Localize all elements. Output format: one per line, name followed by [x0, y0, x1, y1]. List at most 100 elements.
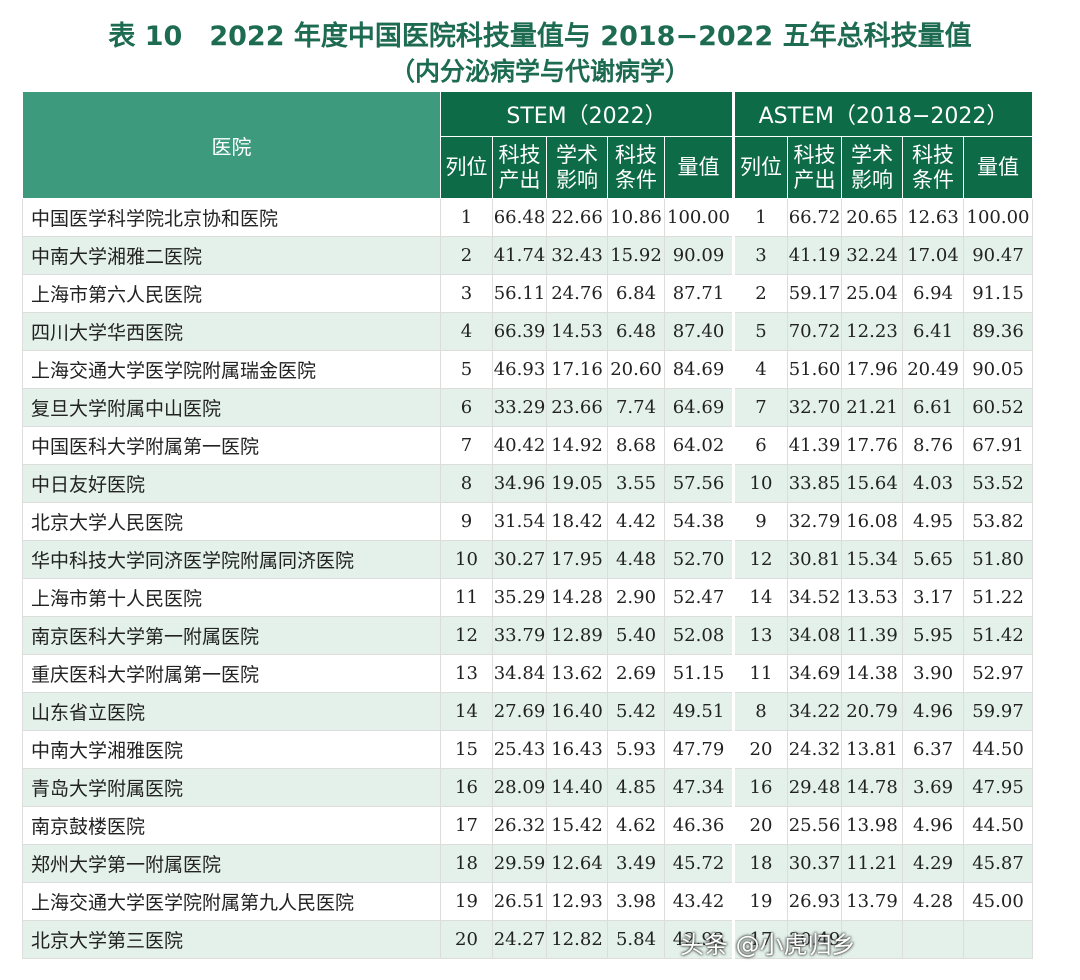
- hospital-name: 复旦大学附属中山医院: [22, 388, 441, 427]
- astem-impact-cell: 15.34: [841, 540, 903, 579]
- stem-output-cell: 33.79: [492, 616, 547, 655]
- astem-impact-cell: 17.76: [841, 426, 903, 465]
- stem-value-cell: 84.69: [664, 350, 734, 389]
- table-row: 中南大学湘雅医院 15 25.43 16.43 5.93 47.79 20 24.32 13.8…: [22, 730, 1033, 769]
- astem-value-cell: 91.15: [963, 274, 1033, 313]
- stem-rank-cell: 16: [440, 768, 493, 807]
- stem-value-cell: 46.36: [664, 806, 734, 845]
- hospital-name: 上海交通大学医学院附属第九人民医院: [22, 882, 441, 921]
- astem-output-cell: 34.22: [787, 692, 842, 731]
- stem-output-cell: 26.51: [492, 882, 547, 921]
- stem-rank-cell: 1: [440, 198, 493, 237]
- stem-output-cell: 66.39: [492, 312, 547, 351]
- astem-condition-cell: 4.96: [902, 806, 964, 845]
- astem-impact-cell: 13.81: [841, 730, 903, 769]
- table-row: 华中科技大学同济医学院附属同济医院 10 30.27 17.95 4.48 52.70 12…: [22, 540, 1033, 579]
- astem-impact-cell: 14.78: [841, 768, 903, 807]
- table-row: 北京大学人民医院 9 31.54 18.42 4.42 54.38 9 32.79 16.08 4…: [22, 502, 1033, 541]
- stem-rank-header: 列位: [440, 136, 493, 199]
- hospital-column-header: 医院: [22, 91, 441, 199]
- astem-value-cell: 52.97: [963, 654, 1033, 693]
- stem-impact-cell: 14.92: [546, 426, 608, 465]
- stem-group-header: STEM（2022）: [440, 91, 734, 137]
- astem-value-cell: 59.97: [963, 692, 1033, 731]
- astem-value-cell: 45.00: [963, 882, 1033, 921]
- stem-rank-cell: 20: [440, 920, 493, 959]
- astem-condition-header: 科技 条件: [902, 136, 964, 199]
- astem-impact-cell: 15.64: [841, 464, 903, 503]
- table-row: 中国医学科学院北京协和医院 1 66.48 22.66 10.86 100.00 1 66.7…: [22, 198, 1033, 237]
- stem-value-header: 量值: [664, 136, 734, 199]
- astem-rank-cell: 5: [732, 312, 788, 351]
- stem-rank-cell: 18: [440, 844, 493, 883]
- stem-output-cell: 56.11: [492, 274, 547, 313]
- stem-impact-cell: 12.89: [546, 616, 608, 655]
- stem-impact-cell: 16.43: [546, 730, 608, 769]
- stem-condition-cell: 2.90: [607, 578, 665, 617]
- astem-impact-cell: 25.04: [841, 274, 903, 313]
- astem-condition-cell: 5.65: [902, 540, 964, 579]
- astem-condition-cell: 4.03: [902, 464, 964, 503]
- astem-output-cell: 32.79: [787, 502, 842, 541]
- astem-value-cell: [963, 920, 1033, 959]
- table-row: 青岛大学附属医院 16 28.09 14.40 4.85 47.34 16 29.48 14.7…: [22, 768, 1033, 807]
- table-row: 山东省立医院 14 27.69 16.40 5.42 49.51 8 34.22 20.79 4.…: [22, 692, 1033, 731]
- stem-output-cell: 34.84: [492, 654, 547, 693]
- table-title: 表 10 2022 年度中国医院科技量值与 2018−2022 五年总科技量值: [108, 21, 972, 52]
- stem-value-cell: 52.47: [664, 578, 734, 617]
- stem-condition-cell: 5.42: [607, 692, 665, 731]
- stem-value-cell: 54.38: [664, 502, 734, 541]
- stem-impact-cell: 32.43: [546, 236, 608, 275]
- stem-rank-cell: 19: [440, 882, 493, 921]
- stem-value-cell: 47.34: [664, 768, 734, 807]
- stem-value-cell: 52.70: [664, 540, 734, 579]
- astem-condition-cell: 5.95: [902, 616, 964, 655]
- astem-condition-cell: 6.94: [902, 274, 964, 313]
- hospital-name: 中国医科大学附属第一医院: [22, 426, 441, 465]
- stem-value-cell: 49.51: [664, 692, 734, 731]
- hospital-name: 中国医学科学院北京协和医院: [22, 198, 441, 237]
- astem-condition-cell: 4.28: [902, 882, 964, 921]
- stem-condition-cell: 3.49: [607, 844, 665, 883]
- stem-impact-cell: 15.42: [546, 806, 608, 845]
- stem-condition-cell: 8.68: [607, 426, 665, 465]
- stem-condition-cell: 4.42: [607, 502, 665, 541]
- astem-value-cell: 51.22: [963, 578, 1033, 617]
- astem-rank-cell: 18: [732, 844, 788, 883]
- stem-rank-cell: 12: [440, 616, 493, 655]
- stem-output-header: 科技 产出: [492, 136, 547, 199]
- astem-condition-cell: 12.63: [902, 198, 964, 237]
- stem-condition-header: 科技 条件: [607, 136, 665, 199]
- stem-rank-cell: 7: [440, 426, 493, 465]
- table-row: 北京大学第三医院 20 24.27 12.82 5.84 42.93 17 30.49: [22, 920, 1033, 959]
- astem-rank-header: 列位: [732, 136, 788, 199]
- astem-rank-cell: 14: [732, 578, 788, 617]
- stem-condition-cell: 4.62: [607, 806, 665, 845]
- stem-impact-cell: 13.62: [546, 654, 608, 693]
- stem-impact-cell: 19.05: [546, 464, 608, 503]
- astem-condition-cell: 4.95: [902, 502, 964, 541]
- stem-impact-cell: 14.40: [546, 768, 608, 807]
- astem-value-cell: 90.47: [963, 236, 1033, 275]
- stem-rank-cell: 8: [440, 464, 493, 503]
- astem-output-cell: 59.17: [787, 274, 842, 313]
- astem-value-cell: 51.42: [963, 616, 1033, 655]
- stem-condition-cell: 6.84: [607, 274, 665, 313]
- stem-condition-cell: 10.86: [607, 198, 665, 237]
- stem-output-cell: 66.48: [492, 198, 547, 237]
- astem-output-cell: 30.49: [787, 920, 842, 959]
- astem-rank-cell: 2: [732, 274, 788, 313]
- stem-value-cell: 52.08: [664, 616, 734, 655]
- stem-output-cell: 25.43: [492, 730, 547, 769]
- astem-rank-cell: 20: [732, 806, 788, 845]
- astem-output-cell: 26.93: [787, 882, 842, 921]
- table-row: 南京医科大学第一附属医院 12 33.79 12.89 5.40 52.08 13 34.08…: [22, 616, 1033, 655]
- table-row: 中日友好医院 8 34.96 19.05 3.55 57.56 10 33.85 15.64 4.…: [22, 464, 1033, 503]
- stem-output-cell: 46.93: [492, 350, 547, 389]
- table-row: 上海市第六人民医院 3 56.11 24.76 6.84 87.71 2 59.17 25.04…: [22, 274, 1033, 313]
- astem-impact-cell: 13.53: [841, 578, 903, 617]
- astem-output-cell: 33.85: [787, 464, 842, 503]
- stem-output-cell: 33.29: [492, 388, 547, 427]
- astem-value-header: 量值: [963, 136, 1033, 199]
- astem-condition-cell: 4.96: [902, 692, 964, 731]
